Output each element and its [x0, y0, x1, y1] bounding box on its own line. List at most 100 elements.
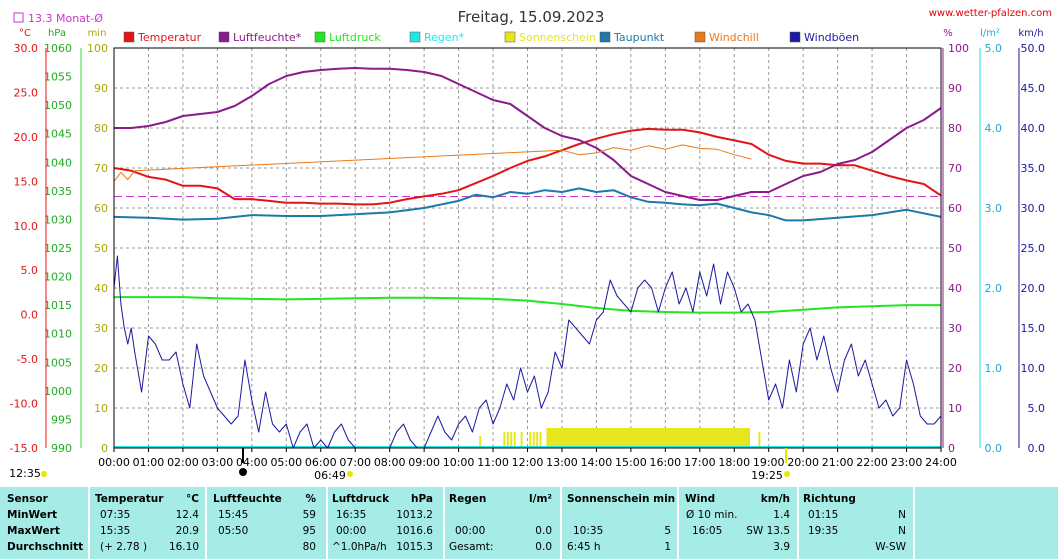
wind-tick-label: 50.0 [1021, 42, 1046, 55]
sunshine-bar [529, 432, 532, 448]
row-label-min: MinWert [7, 509, 58, 521]
x-tick-label: 07:00 [339, 456, 371, 469]
sunshine-bar [532, 432, 535, 448]
x-tick-label: 21:00 [822, 456, 854, 469]
hum-min-value: 59 [302, 509, 316, 521]
temp-header: Temperatur [95, 493, 164, 505]
sunshine-bar [636, 428, 639, 448]
rain-tick-label: 1.0 [985, 362, 1003, 375]
sunshine-bar [572, 428, 575, 448]
sunshine-bar [570, 428, 573, 448]
sunshine-bar [717, 428, 720, 448]
axes: 30.0 25.0 20.0 15.0 10.0 5.0 0.0 -5.0 -10.0 -15.0… [10, 42, 1045, 469]
rain-max-value: 0.0 [535, 525, 552, 537]
dir-max-value: N [898, 525, 906, 537]
sunshine-bar [611, 428, 614, 448]
sunshine-bar [598, 428, 601, 448]
x-tick-label: 06:00 [305, 456, 337, 469]
sunshine-bar [601, 428, 604, 448]
temp-tick-label: 20.0 [14, 131, 39, 144]
sunshine-bar [579, 428, 582, 448]
wind-avg-label: Ø 10 min. [686, 509, 738, 521]
temp-unit-header: °C [186, 493, 199, 505]
wind-tick-label: 10.0 [1021, 362, 1046, 375]
x-tick-label: 23:00 [891, 456, 923, 469]
hum-max-value: 95 [302, 525, 316, 537]
temp-avg-value: 16.10 [168, 541, 199, 553]
sun-header: Sonnenschein min [567, 493, 676, 505]
minutes-tick-label: 80 [94, 122, 108, 135]
sunshine-bar [670, 428, 673, 448]
rain-total-label: Gesamt: [449, 541, 494, 553]
site-link[interactable]: www.wetter-pfalzen.com [929, 8, 1052, 19]
x-tick-label: 04:00 [236, 456, 268, 469]
sunshine-bar [706, 428, 709, 448]
humidity-tick-label: 90 [948, 82, 962, 95]
series-line-temperatur [113, 127, 942, 206]
sunshine-bar [567, 428, 570, 448]
sunshine-bar [627, 428, 630, 448]
x-tick-label: 08:00 [374, 456, 406, 469]
sunshine-bar [558, 428, 561, 448]
pressure-tick-label: 1035 [44, 185, 72, 198]
sunshine-bar [689, 428, 692, 448]
dir-avg-value: W-SW [875, 541, 906, 553]
series-lines [113, 67, 942, 449]
sunshine-bar [649, 428, 652, 448]
sunshine-bar [622, 428, 625, 448]
x-tick-label: 12:00 [512, 456, 544, 469]
rain-unit-header: l/m² [529, 493, 552, 505]
sunshine-bar [641, 428, 644, 448]
pressure-tick-label: 990 [51, 442, 72, 455]
pressure-tick-label: 1040 [44, 156, 72, 169]
legend-label: Windböen [804, 31, 859, 44]
sunshine-bar [580, 428, 583, 448]
sun-max-time: 10:35 [573, 525, 604, 537]
sunshine-bar [698, 428, 701, 448]
sunshine-bar [589, 428, 592, 448]
sunshine-bar [563, 428, 566, 448]
sunshine-bar [720, 428, 723, 448]
sunshine-bar [520, 432, 523, 448]
hum-unit-header: % [305, 493, 316, 505]
sunshine-bar [654, 428, 657, 448]
sunshine-bar [746, 428, 749, 448]
legend-swatch [218, 31, 230, 43]
sunshine-bar [634, 428, 637, 448]
legend-swatch [409, 31, 421, 43]
legend-label: Luftfeuchte* [233, 31, 302, 44]
sunshine-bar [668, 428, 671, 448]
series-line-taupunkt [113, 187, 942, 222]
temp-tick-label: 25.0 [14, 86, 39, 99]
sunshine-bar [704, 428, 707, 448]
temp-min-value: 12.4 [175, 509, 199, 521]
press-min-value: 1013.2 [396, 509, 433, 521]
press-avg-value: 1015.3 [396, 541, 433, 553]
x-tick-label: 14:00 [581, 456, 613, 469]
wind-tick-label: 20.0 [1021, 282, 1046, 295]
kmh-unit: km/h [1018, 28, 1043, 39]
sunshine-bar [694, 428, 697, 448]
sunshine-bar [682, 428, 685, 448]
humidity-tick-label: 40 [948, 282, 962, 295]
moon-time-icon [41, 471, 47, 477]
pressure-tick-label: 1055 [44, 71, 72, 84]
x-tick-label: 01:00 [133, 456, 165, 469]
hum-header: Luftfeuchte [213, 493, 282, 505]
x-tick-label: 09:00 [408, 456, 440, 469]
sunshine-bar [660, 428, 663, 448]
x-tick-label: 22:00 [856, 456, 888, 469]
sunshine-bar [575, 428, 578, 448]
sunshine-bar [603, 428, 606, 448]
sunshine-bar [661, 428, 664, 448]
sunshine-bar [741, 428, 744, 448]
month-avg-label: 13.3 Monat-Ø [28, 12, 103, 25]
sunshine-bar [684, 428, 687, 448]
legend-swatch [599, 31, 611, 43]
humidity-tick-label: 50 [948, 242, 962, 255]
press-max-time: 00:00 [336, 525, 367, 537]
sunshine-bar [510, 432, 513, 448]
sunshine-bar [758, 432, 761, 448]
sunshine-bar [610, 428, 613, 448]
x-tick-label: 15:00 [615, 456, 647, 469]
